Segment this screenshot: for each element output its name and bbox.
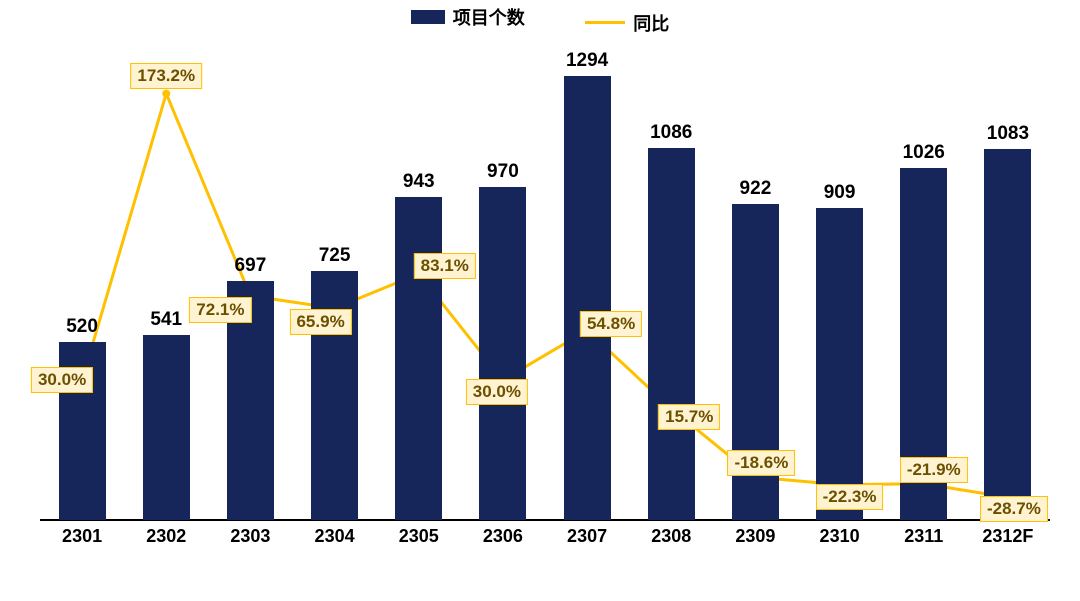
legend-item-line: 同比 [585, 10, 669, 36]
legend-label-line: 同比 [633, 10, 669, 36]
x-axis-label: 2305 [399, 526, 439, 547]
combo-chart: 项目个数 同比 520 2301 541 2302 697 2303 725 2304 943 2… [0, 0, 1080, 601]
bar [816, 208, 863, 520]
legend-swatch-bar [411, 10, 445, 24]
line-value-label: -18.6% [727, 450, 795, 476]
x-axis-label: 2302 [146, 526, 186, 547]
bar [648, 148, 695, 520]
bar [395, 197, 442, 520]
bar [564, 76, 611, 520]
bar-value-label: 541 [150, 309, 182, 331]
line-series [40, 40, 1050, 550]
x-axis-label: 2308 [651, 526, 691, 547]
line-value-label: 72.1% [189, 297, 251, 323]
line-value-label: 30.0% [31, 367, 93, 393]
x-axis-label: 2310 [820, 526, 860, 547]
line-value-label: -21.9% [900, 457, 968, 483]
line-value-label: 30.0% [466, 379, 528, 405]
x-axis-label: 2311 [904, 526, 943, 547]
x-axis-baseline [40, 519, 1050, 521]
bar-value-label: 520 [66, 316, 98, 338]
x-axis-label: 2301 [62, 526, 102, 547]
bar-value-label: 697 [235, 255, 267, 277]
bar [143, 335, 190, 520]
bar-value-label: 1086 [650, 122, 692, 144]
legend: 项目个数 同比 [0, 4, 1080, 36]
x-axis-label: 2312F [982, 526, 1033, 547]
bar-value-label: 909 [824, 182, 856, 204]
line-value-label: 83.1% [414, 253, 476, 279]
line-path [82, 94, 1008, 498]
line-value-label: 15.7% [658, 404, 720, 430]
line-value-label: -28.7% [980, 496, 1048, 522]
line-value-label: -22.3% [816, 484, 884, 510]
bar-value-label: 970 [487, 161, 519, 183]
line-marker [162, 90, 170, 98]
x-axis-label: 2303 [230, 526, 270, 547]
line-value-label: 65.9% [289, 309, 351, 335]
bar-value-label: 1026 [903, 142, 945, 164]
x-axis-label: 2306 [483, 526, 523, 547]
bar-value-label: 725 [319, 245, 351, 267]
bar-value-label: 922 [740, 178, 772, 200]
bar-value-label: 1083 [987, 123, 1029, 145]
x-axis-label: 2307 [567, 526, 607, 547]
bar-value-label: 943 [403, 171, 435, 193]
plot-area: 520 2301 541 2302 697 2303 725 2304 943 2305 970 23… [40, 40, 1050, 550]
legend-swatch-line [585, 21, 625, 24]
legend-label-bar: 项目个数 [453, 4, 525, 30]
bar-value-label: 1294 [566, 50, 608, 72]
line-value-label: 173.2% [130, 63, 202, 89]
legend-item-bar: 项目个数 [411, 4, 525, 30]
line-value-label: 54.8% [580, 311, 642, 337]
bar [479, 187, 526, 520]
x-axis-label: 2309 [735, 526, 775, 547]
x-axis-label: 2304 [315, 526, 355, 547]
bar [984, 149, 1031, 520]
